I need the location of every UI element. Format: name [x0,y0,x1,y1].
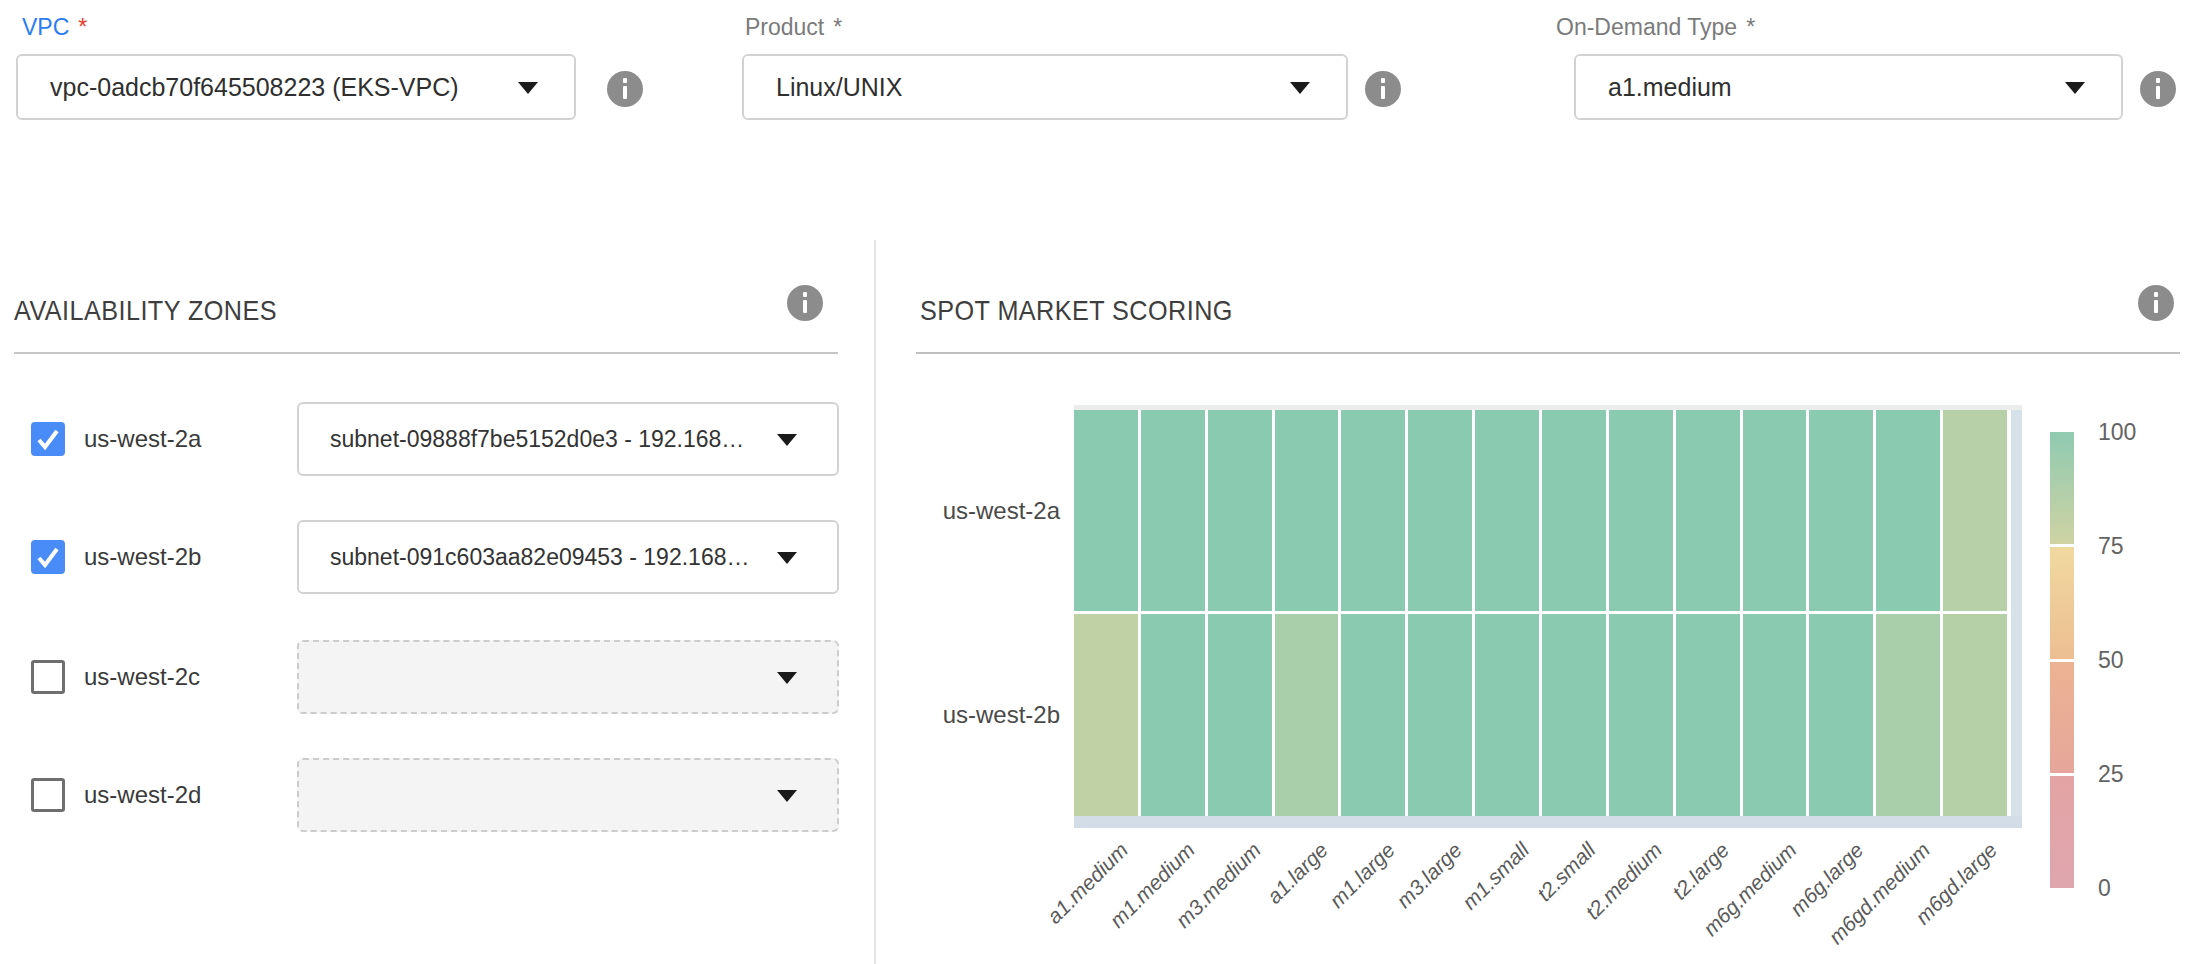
availability-zones-title: AVAILABILITY ZONES [14,295,277,327]
heatmap-cell-us-west-2a-a1.large [1275,410,1339,611]
heatmap-x-label: t2.large [1668,838,1735,905]
zone-label: us-west-2c [84,640,200,714]
availability-zone-row: us-west-2a subnet-09888f7be5152d0e3 - 192… [0,402,860,476]
availability-zones-divider [14,352,838,354]
subnet-select-us-west-2a[interactable]: subnet-09888f7be5152d0e3 - 192.168… [297,402,839,476]
spot-market-scoring-info-icon[interactable] [2138,285,2174,321]
checkmark-icon [31,422,65,456]
heatmap-cell-us-west-2a-m1.small [1475,410,1539,611]
colorbar-tick-label: 100 [2098,419,2136,446]
zone-checkbox-us-west-2d[interactable] [31,778,65,812]
vpc-info-icon[interactable] [607,71,643,107]
dropdown-caret-icon [2065,82,2085,94]
heatmap-row-label: us-west-2a [943,497,1060,525]
heatmap-cell-us-west-2b-a1.medium [1074,614,1138,816]
colorbar-tick-label: 75 [2098,533,2124,560]
product-select-value: Linux/UNIX [744,73,902,102]
colorbar-tick-label: 50 [2098,647,2124,674]
heatmap-cell-us-west-2a-m1.large [1341,410,1405,611]
heatmap-cell-us-west-2b-a1.large [1275,614,1339,816]
heatmap-cell-us-west-2b-m3.large [1408,614,1472,816]
zone-label: us-west-2b [84,520,201,594]
zone-checkbox-us-west-2c[interactable] [31,660,65,694]
heatmap-cell-us-west-2b-m3.medium [1208,614,1272,816]
heatmap-row-label: us-west-2b [943,701,1060,729]
on-demand-type-select-value: a1.medium [1576,73,1732,102]
zone-checkbox-us-west-2b[interactable] [31,540,65,574]
subnet-select-us-west-2d[interactable] [297,758,839,832]
heatmap-cell-us-west-2b-t2.medium [1609,614,1673,816]
on-demand-type-info-icon[interactable] [2140,71,2176,107]
heatmap-x-label: m3.large [1392,838,1467,913]
heatmap-cell-us-west-2b-m6g.medium [1743,614,1807,816]
heatmap-cell-us-west-2a-t2.large [1676,410,1740,611]
availability-zone-row: us-west-2b subnet-091c603aa82e09453 - 192… [0,520,860,594]
colorbar-tick-label: 25 [2098,761,2124,788]
heatmap-cell-us-west-2a-m6gd.large [1943,410,2007,611]
heatmap-cell-us-west-2b-t2.small [1542,614,1606,816]
heatmap-x-label: a1.large [1262,838,1333,909]
on-demand-type-select[interactable]: a1.medium [1574,54,2123,120]
colorbar-segment [2050,432,2074,544]
zone-label: us-west-2d [84,758,201,832]
heatmap-cell-us-west-2b-m6gd.large [1943,614,2007,816]
vpc-select[interactable]: vpc-0adcb70f645508223 (EKS-VPC) [16,54,576,120]
heatmap-cell-us-west-2a-m3.large [1408,410,1472,611]
heatmap-plot-background [1074,816,2022,828]
availability-zones-info-icon[interactable] [787,285,823,321]
zone-checkbox-us-west-2a[interactable] [31,422,65,456]
product-select[interactable]: Linux/UNIX [742,54,1348,120]
heatmap-cell-us-west-2b-m6g.large [1809,614,1873,816]
spot-config-page: VPC* vpc-0adcb70f645508223 (EKS-VPC) Pro… [0,0,2196,964]
vpc-label: VPC* [22,14,87,41]
colorbar-segment [2050,776,2074,888]
checkmark-icon [31,540,65,574]
heatmap-cell-us-west-2a-a1.medium [1074,410,1138,611]
colorbar-segment [2050,662,2074,774]
heatmap-cell-us-west-2a-t2.medium [1609,410,1673,611]
spot-market-scoring-title: SPOT MARKET SCORING [920,295,1233,327]
heatmap-cell-us-west-2b-m1.small [1475,614,1539,816]
heatmap-cell-us-west-2b-m1.large [1341,614,1405,816]
dropdown-caret-icon [777,434,797,446]
heatmap-cell-us-west-2b-t2.large [1676,614,1740,816]
subnet-select-us-west-2c[interactable] [297,640,839,714]
heatmap-cell-us-west-2b-m1.medium [1141,614,1205,816]
panel-divider [874,240,876,964]
spot-market-scoring-divider [916,352,2180,354]
availability-zone-row: us-west-2c [0,640,860,714]
heatmap-x-label: m1.small [1457,838,1533,914]
subnet-select-value: subnet-091c603aa82e09453 - 192.168… [299,544,749,571]
heatmap-cell-us-west-2a-m6g.large [1809,410,1873,611]
heatmap-cell-us-west-2a-m3.medium [1208,410,1272,611]
heatmap-x-label: m1.large [1325,838,1400,913]
colorbar-tick-label: 0 [2098,875,2111,902]
availability-zone-row: us-west-2d [0,758,860,832]
product-info-icon[interactable] [1365,71,1401,107]
zone-label: us-west-2a [84,402,201,476]
heatmap-plot-background [2011,410,2022,828]
heatmap-cell-us-west-2a-m6gd.medium [1876,410,1940,611]
product-label: Product* [745,14,842,41]
heatmap-cell-us-west-2a-m1.medium [1141,410,1205,611]
subnet-select-us-west-2b[interactable]: subnet-091c603aa82e09453 - 192.168… [297,520,839,594]
dropdown-caret-icon [777,790,797,802]
subnet-select-value: subnet-09888f7be5152d0e3 - 192.168… [299,426,744,453]
dropdown-caret-icon [518,82,538,94]
heatmap-cell-us-west-2b-m6gd.medium [1876,614,1940,816]
on-demand-type-label: On-Demand Type* [1556,14,1755,41]
colorbar-segment [2050,547,2074,659]
heatmap-cell-us-west-2a-m6g.medium [1743,410,1807,611]
dropdown-caret-icon [777,672,797,684]
heatmap-x-label: t2.small [1532,838,1600,906]
heatmap-cell-us-west-2a-t2.small [1542,410,1606,611]
dropdown-caret-icon [777,552,797,564]
vpc-select-value: vpc-0adcb70f645508223 (EKS-VPC) [18,73,459,102]
heatmap-colorbar [2050,432,2074,888]
dropdown-caret-icon [1290,82,1310,94]
